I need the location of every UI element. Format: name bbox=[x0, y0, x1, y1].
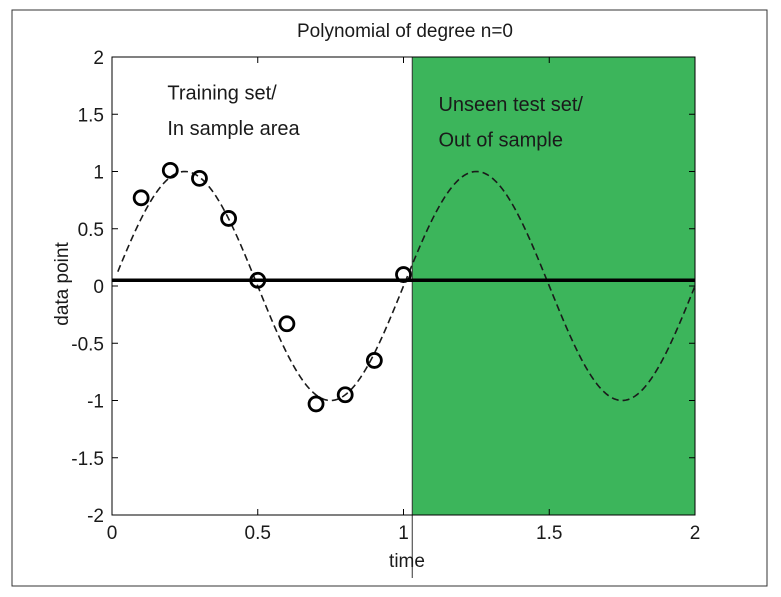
x-tick-label: 2 bbox=[690, 523, 701, 544]
chart-title: Polynomial of degree n=0 bbox=[297, 21, 513, 42]
data-point-marker bbox=[395, 266, 412, 283]
annotation-text: In sample area bbox=[167, 118, 300, 140]
y-tick-label: 1.5 bbox=[78, 105, 104, 126]
annotation-text: Training set/ bbox=[167, 82, 277, 104]
x-tick-label: 1 bbox=[398, 523, 409, 544]
x-tick-label: 0 bbox=[107, 523, 118, 544]
y-tick-label: 0 bbox=[93, 277, 104, 298]
y-tick-label: 2 bbox=[93, 48, 104, 69]
x-tick-label: 0.5 bbox=[245, 523, 271, 544]
y-axis-label: data point bbox=[52, 242, 73, 326]
y-tick-label: 0.5 bbox=[78, 220, 104, 241]
y-tick-label: -1.5 bbox=[71, 449, 104, 470]
y-tick-label: -1 bbox=[87, 392, 104, 413]
shaded-region-out-of-sample bbox=[412, 57, 695, 515]
data-point-marker bbox=[220, 210, 238, 227]
y-tick-label: -0.5 bbox=[71, 334, 104, 355]
x-axis-label: time bbox=[389, 551, 425, 572]
data-point-marker bbox=[336, 386, 354, 404]
data-point-marker bbox=[365, 352, 383, 369]
data-point-marker bbox=[161, 161, 179, 179]
data-point-marker bbox=[132, 189, 150, 207]
data-point-marker bbox=[191, 169, 208, 187]
data-point-marker bbox=[307, 395, 325, 413]
annotation-text: Unseen test set/ bbox=[438, 94, 583, 116]
data-point-marker bbox=[278, 315, 296, 333]
y-tick-label: -2 bbox=[87, 506, 104, 527]
data-point-marker bbox=[249, 271, 267, 289]
x-tick-label: 1.5 bbox=[536, 523, 562, 544]
y-tick-label: 1 bbox=[93, 163, 104, 184]
annotation-text: Out of sample bbox=[438, 129, 563, 151]
